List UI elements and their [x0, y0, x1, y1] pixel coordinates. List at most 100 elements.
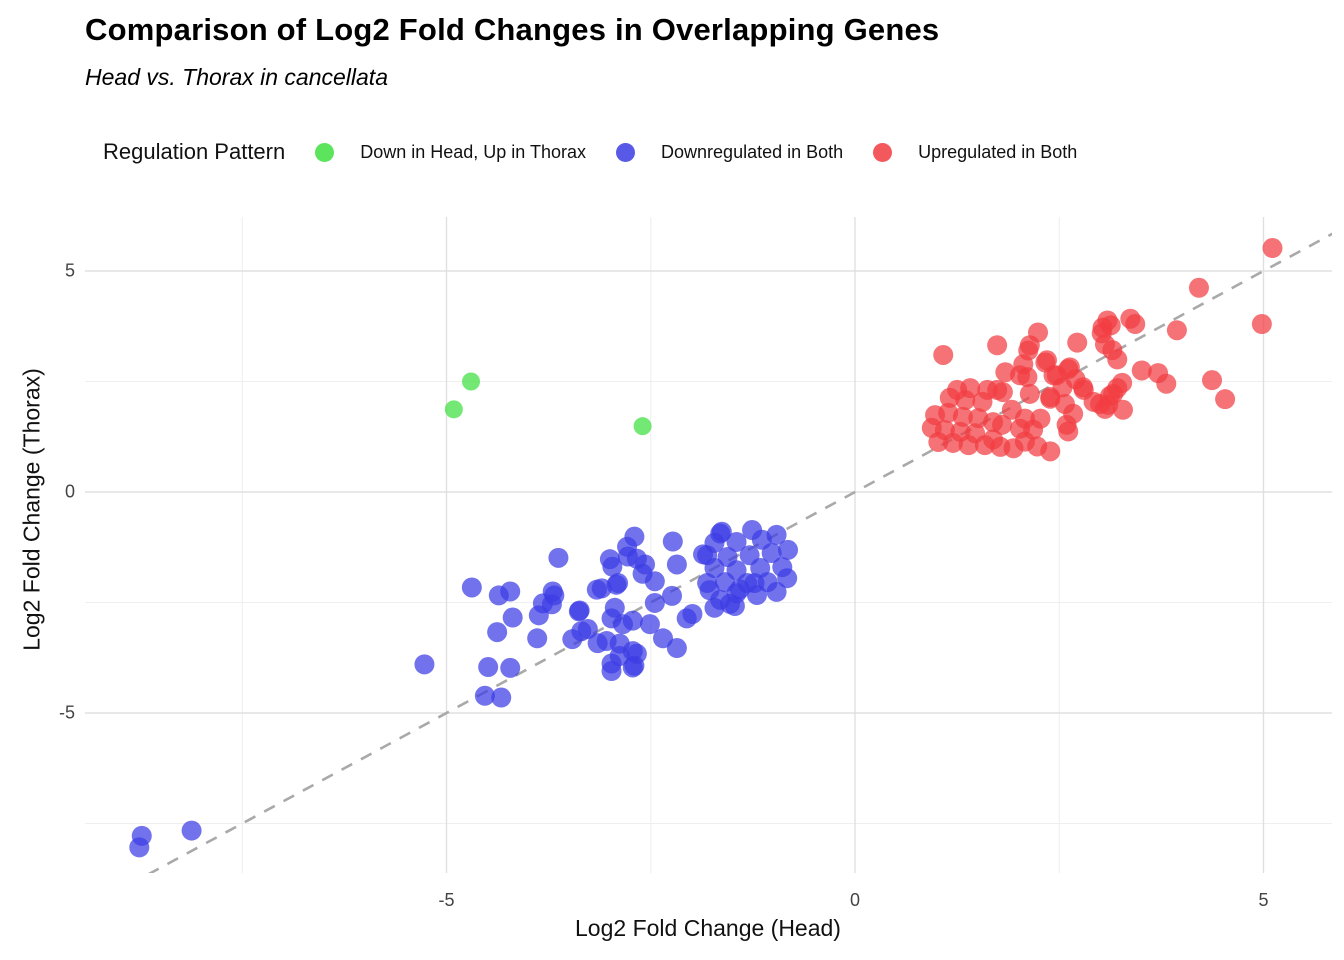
data-point	[746, 584, 767, 605]
y-tick-label: 5	[64, 260, 75, 281]
data-point	[704, 558, 725, 579]
data-point	[1019, 335, 1040, 356]
data-point	[444, 400, 463, 419]
data-point	[527, 628, 548, 649]
data-point	[474, 685, 495, 706]
data-point	[487, 622, 508, 643]
data-point	[599, 549, 620, 570]
data-point	[601, 653, 622, 674]
data-point	[604, 597, 625, 618]
data-point	[666, 554, 687, 575]
page-title: Comparison of Log2 Fold Changes in Overl…	[85, 12, 940, 47]
data-point	[500, 657, 521, 678]
legend-title: Regulation Pattern	[103, 139, 286, 164]
data-point	[1056, 414, 1077, 435]
legend-item-green: Down in Head, Up in Thorax	[315, 142, 586, 163]
data-point	[1125, 314, 1146, 335]
data-point	[624, 526, 645, 547]
data-point	[777, 568, 798, 589]
data-point	[662, 531, 683, 552]
data-point	[542, 581, 563, 602]
data-point	[500, 581, 521, 602]
data-point	[562, 629, 583, 650]
legend-item-red: Upregulated in Both	[873, 142, 1077, 163]
data-point	[1188, 277, 1209, 298]
data-point	[933, 344, 954, 365]
data-point	[644, 592, 665, 613]
data-point	[461, 577, 482, 598]
data-point	[622, 657, 643, 678]
data-point	[653, 628, 674, 649]
data-point	[1019, 383, 1040, 404]
data-point	[719, 593, 740, 614]
data-point	[644, 571, 665, 592]
legend-swatch-blue-icon	[616, 142, 636, 162]
data-point	[586, 579, 607, 600]
data-point	[462, 372, 481, 391]
data-point	[568, 601, 589, 622]
data-point	[633, 417, 652, 436]
data-point	[478, 657, 499, 678]
data-point	[1040, 441, 1061, 462]
data-point	[1262, 238, 1283, 259]
data-point	[682, 603, 703, 624]
data-point	[661, 585, 682, 606]
y-tick-label: 0	[64, 481, 75, 502]
data-point	[491, 687, 512, 708]
data-point	[928, 432, 949, 453]
x-tick-label: 5	[1258, 890, 1269, 910]
data-point	[1112, 399, 1133, 420]
data-point	[1215, 389, 1236, 410]
data-point	[955, 390, 976, 411]
data-point	[778, 539, 799, 560]
data-point	[972, 391, 993, 412]
data-point	[761, 542, 782, 563]
data-point	[983, 412, 1004, 433]
x-axis-title: Log2 Fold Change (Head)	[575, 915, 841, 941]
x-tick-label: 0	[849, 890, 861, 910]
data-point	[943, 432, 964, 453]
data-point	[1102, 340, 1123, 361]
data-point	[577, 619, 598, 640]
data-point	[129, 837, 150, 858]
legend: Regulation Pattern Down in Head, Up in T…	[103, 131, 1077, 173]
data-point	[987, 335, 1008, 356]
data-point	[1010, 365, 1031, 386]
data-point	[608, 573, 629, 594]
data-point	[617, 546, 638, 567]
data-point	[1166, 320, 1187, 341]
data-point	[1091, 323, 1112, 344]
data-point	[414, 654, 435, 675]
legend-swatch-green-icon	[315, 142, 335, 162]
data-point	[181, 820, 202, 841]
data-point	[622, 610, 643, 631]
data-point	[502, 607, 523, 628]
legend-label: Downregulated in Both	[661, 141, 844, 162]
data-point	[974, 435, 995, 456]
data-point	[1067, 332, 1088, 353]
identity-line	[148, 232, 1332, 873]
data-point	[992, 382, 1013, 403]
legend-label: Upregulated in Both	[918, 141, 1078, 162]
page-subtitle: Head vs. Thorax in cancellata	[85, 64, 388, 90]
legend-swatch-red-icon	[873, 142, 893, 162]
data-point	[1251, 314, 1272, 335]
data-point	[609, 633, 630, 654]
data-point	[939, 387, 960, 408]
x-tick-label: -5	[438, 890, 455, 910]
data-point	[639, 614, 660, 635]
data-point	[958, 435, 979, 456]
y-tick-label: -5	[58, 702, 75, 723]
data-point	[1131, 360, 1152, 381]
legend-item-blue: Downregulated in Both	[616, 142, 843, 163]
data-point	[766, 524, 787, 545]
data-point	[666, 638, 687, 659]
data-point	[1052, 377, 1073, 398]
data-point	[1202, 370, 1223, 391]
data-point	[952, 406, 973, 427]
data-point	[548, 547, 569, 568]
data-point	[1156, 373, 1177, 394]
data-point	[635, 554, 656, 575]
legend-label: Down in Head, Up in Thorax	[360, 141, 587, 162]
